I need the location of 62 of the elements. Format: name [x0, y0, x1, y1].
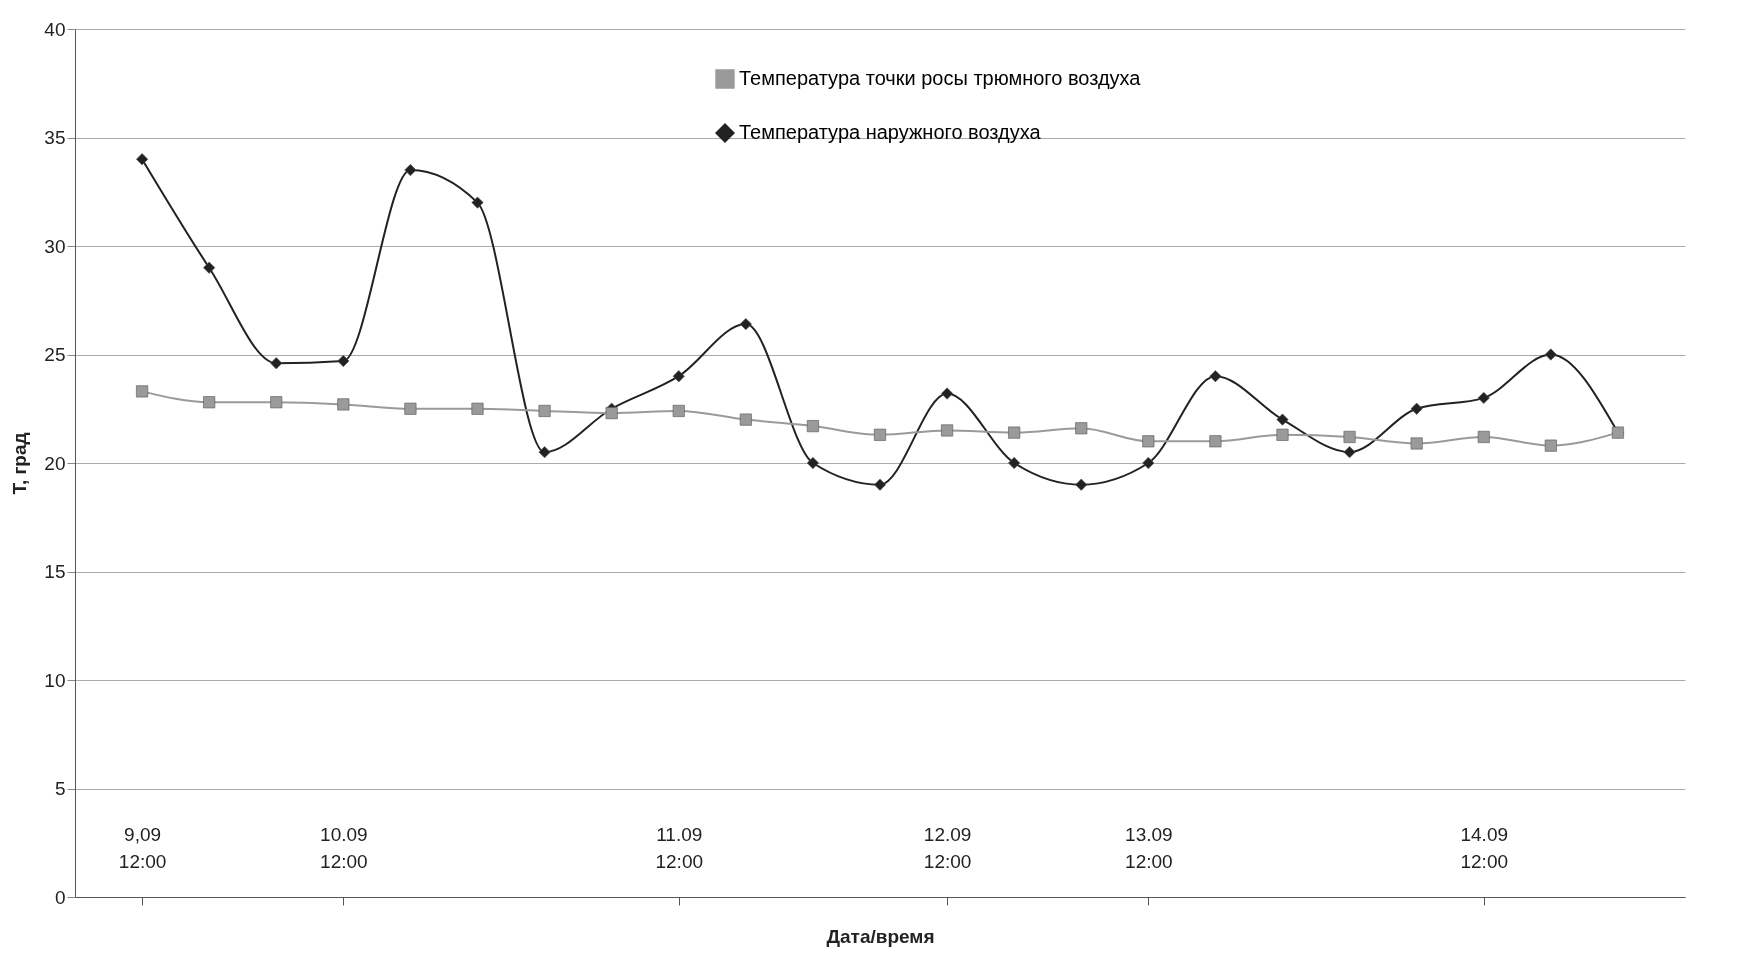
point [1410, 402, 1423, 415]
x-tick-label: 10.09 12:00 [320, 823, 368, 872]
point [404, 402, 417, 415]
y-tick-label: 35 [44, 127, 66, 148]
x-tick-label: 11.09 12:00 [655, 823, 704, 872]
point [136, 153, 149, 166]
point [806, 420, 819, 433]
point [1142, 435, 1155, 448]
point [739, 413, 752, 426]
point [1544, 348, 1557, 361]
point [337, 398, 350, 411]
point [337, 355, 350, 368]
point [672, 370, 685, 383]
y-tick-label: 25 [44, 344, 66, 365]
point [806, 457, 819, 469]
y-tick-label: 20 [44, 452, 66, 474]
point [1008, 426, 1021, 439]
point [1276, 413, 1289, 426]
legend-label: Температура наружного воздуха [739, 121, 1042, 143]
point [471, 196, 484, 209]
point [1075, 422, 1088, 435]
y-tick-label: 30 [44, 235, 66, 257]
y-tick-label: 10 [44, 669, 66, 691]
y-tick-label: 40 [44, 18, 66, 40]
point [1343, 446, 1356, 459]
y-axis-title: T, град [9, 432, 31, 495]
point [1343, 430, 1356, 443]
point [1544, 439, 1557, 452]
point [538, 404, 551, 417]
point [471, 402, 484, 415]
point [136, 385, 149, 398]
point [538, 446, 551, 459]
y-tick-label: 15 [44, 561, 66, 582]
point [672, 404, 685, 417]
point [941, 387, 954, 400]
point [1410, 437, 1423, 450]
point [1209, 370, 1222, 383]
point [1142, 457, 1155, 469]
x-axis-title: Дата/время [826, 926, 935, 947]
legend-label: Температура точки росы трюмного воздуха [739, 67, 1142, 89]
point [1477, 391, 1490, 404]
y-tick-label: 0 [54, 886, 66, 908]
x-tick-label: 12.09 12:00 [923, 823, 972, 872]
point [739, 318, 752, 331]
point [1276, 428, 1289, 441]
point [1477, 430, 1490, 443]
point [941, 424, 954, 437]
point [270, 357, 283, 370]
point [605, 407, 618, 420]
point [203, 396, 216, 409]
x-tick-label: 14.09 12:00 [1460, 823, 1509, 872]
point [1075, 478, 1088, 491]
point [404, 164, 417, 177]
point [874, 478, 886, 491]
point [203, 261, 216, 274]
x-tick-label: 9,09 12:00 [118, 823, 167, 872]
point [1209, 435, 1222, 448]
point [270, 396, 283, 409]
x-tick-label: 13.09 12:00 [1125, 823, 1173, 872]
point [1008, 457, 1021, 469]
point [874, 428, 886, 441]
y-tick-label: 5 [54, 778, 66, 799]
